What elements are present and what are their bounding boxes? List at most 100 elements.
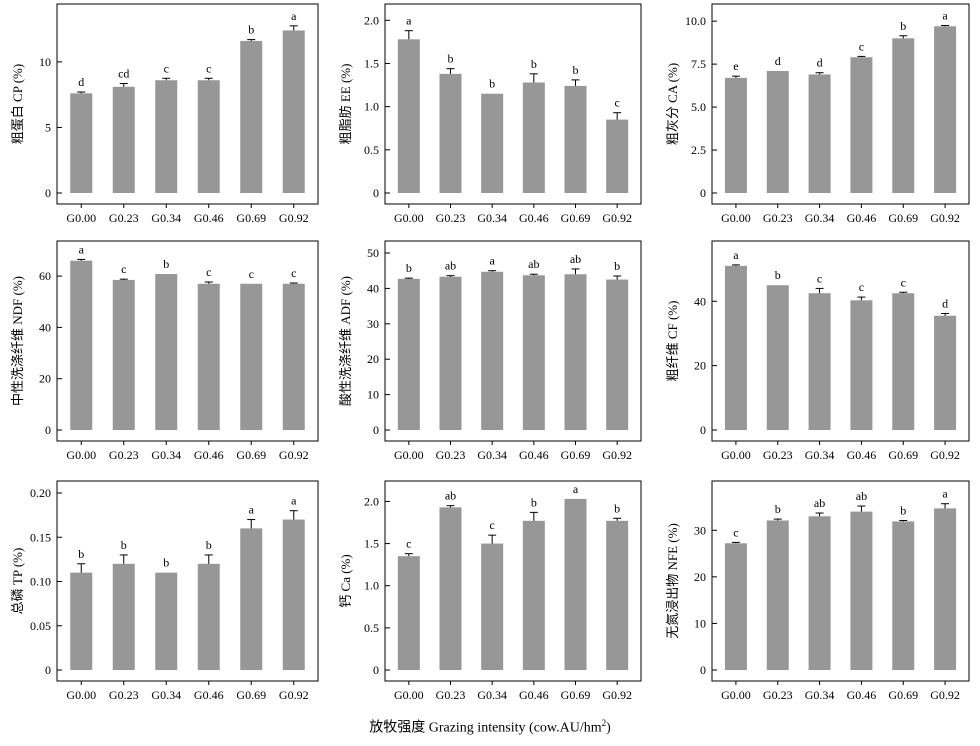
- y-tick-label: 0.05: [30, 619, 51, 633]
- bar: [282, 519, 305, 670]
- y-axis-label: 中性洗涤纤维 NDF (%): [10, 276, 25, 406]
- x-tick-label: G0.23: [436, 448, 466, 462]
- bar: [892, 521, 915, 670]
- significance-letter: b: [775, 268, 781, 282]
- significance-letter: c: [206, 61, 211, 75]
- bar: [766, 70, 789, 193]
- y-axis-label: 钙 Ca (%): [338, 554, 353, 607]
- bar: [439, 73, 462, 193]
- x-tick-label: G0.46: [194, 211, 224, 225]
- bar: [481, 93, 504, 193]
- bar: [282, 30, 305, 193]
- x-tick-label: G0.34: [151, 688, 181, 702]
- y-axis-label: 总磷 TP (%): [10, 548, 25, 615]
- chart-panel: 0 0.5 1.0 1.5 2.0 粗脂肪 EE (%) a G0.00 b G0.23 b G0.3…: [338, 3, 642, 225]
- y-tick-label: 0: [373, 663, 379, 677]
- bar: [240, 283, 263, 430]
- x-tick-label: G0.92: [602, 688, 632, 702]
- y-tick-label: 40: [694, 294, 706, 308]
- plot-frame: [711, 480, 970, 682]
- x-tick-label: G0.92: [930, 688, 960, 702]
- x-tick-label: G0.69: [888, 448, 918, 462]
- y-tick-label: 1.5: [364, 537, 379, 551]
- plot-frame: [711, 240, 970, 442]
- significance-letter: c: [164, 61, 169, 75]
- x-tick-label: G0.92: [602, 448, 632, 462]
- x-tick-label: G0.69: [888, 688, 918, 702]
- significance-letter: b: [163, 556, 169, 570]
- significance-letter: ab: [528, 257, 539, 271]
- x-tick-label: G0.34: [805, 211, 835, 225]
- bar: [439, 276, 462, 430]
- bar: [112, 279, 135, 430]
- y-tick-label: 7.5: [691, 57, 706, 71]
- y-tick-label: 0: [700, 663, 706, 677]
- x-tick-label: G0.00: [66, 448, 96, 462]
- significance-letter: b: [775, 502, 781, 516]
- significance-letter: b: [531, 495, 537, 509]
- y-tick-label: 60: [39, 269, 51, 283]
- y-tick-label: 1.0: [364, 579, 379, 593]
- y-tick-label: 0.15: [30, 530, 51, 544]
- bar: [397, 278, 420, 430]
- bar: [70, 260, 93, 430]
- significance-letter: a: [942, 487, 948, 501]
- y-tick-label: 0: [45, 423, 51, 437]
- significance-letter: a: [942, 8, 948, 22]
- bar: [766, 285, 789, 430]
- y-tick-label: 0.10: [30, 575, 51, 589]
- significance-letter: c: [121, 262, 126, 276]
- x-tick-label: G0.34: [477, 211, 507, 225]
- x-tick-label: G0.23: [109, 211, 139, 225]
- significance-letter: cd: [118, 67, 129, 81]
- significance-letter: ab: [570, 252, 581, 266]
- bar: [724, 543, 747, 670]
- x-tick-label: G0.46: [194, 448, 224, 462]
- y-tick-label: 0.5: [364, 621, 379, 635]
- bar: [112, 563, 135, 670]
- y-tick-label: 0: [373, 423, 379, 437]
- bar: [934, 315, 957, 430]
- global-x-axis-label: 放牧强度 Grazing intensity (cow.AU/hm2): [369, 718, 611, 736]
- bar: [808, 293, 831, 430]
- significance-letter: d: [775, 54, 781, 68]
- bar: [70, 572, 93, 670]
- bar: [892, 38, 915, 193]
- bar: [606, 279, 629, 430]
- x-tick-label: G0.34: [477, 448, 507, 462]
- significance-letter: d: [78, 75, 84, 89]
- bar: [439, 507, 462, 670]
- bar: [522, 520, 545, 670]
- significance-letter: c: [859, 280, 864, 294]
- y-tick-label: 1.5: [364, 56, 379, 70]
- x-tick-label: G0.92: [279, 448, 309, 462]
- y-tick-label: 10: [39, 55, 51, 69]
- significance-letter: d: [817, 56, 823, 70]
- significance-letter: b: [531, 57, 537, 71]
- bar: [850, 300, 873, 430]
- bar: [934, 26, 957, 193]
- bar: [70, 93, 93, 193]
- y-tick-label: 0.20: [30, 486, 51, 500]
- significance-letter: b: [78, 547, 84, 561]
- x-tick-label: G0.69: [236, 211, 266, 225]
- significance-letter: b: [163, 257, 169, 271]
- y-axis-label: 酸性洗涤纤维 ADF (%): [338, 276, 353, 406]
- bar: [112, 86, 135, 193]
- bar: [155, 80, 178, 193]
- x-tick-label: G0.46: [847, 211, 877, 225]
- bar: [155, 572, 178, 670]
- x-tick-label: G0.69: [236, 448, 266, 462]
- bar: [282, 283, 305, 430]
- y-axis-label: 无氮浸出物 NFE (%): [665, 523, 680, 639]
- y-tick-label: 20: [694, 570, 706, 584]
- significance-letter: a: [79, 242, 85, 256]
- significance-letter: a: [490, 254, 496, 268]
- bar: [522, 275, 545, 430]
- significance-letter: ab: [445, 259, 456, 273]
- significance-letter: a: [291, 494, 297, 508]
- significance-letter: d: [942, 297, 948, 311]
